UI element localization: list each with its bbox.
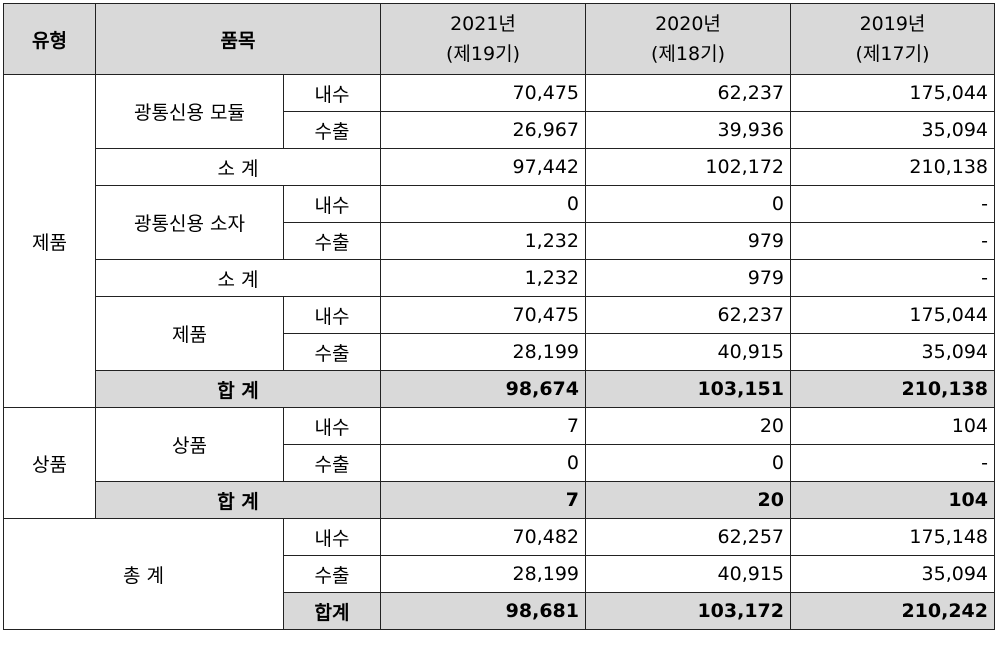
- value-cell: 28,199: [380, 555, 586, 593]
- year-label: 2019년: [859, 13, 926, 35]
- year-label: 2020년: [655, 13, 721, 35]
- value-cell: -: [790, 185, 995, 223]
- value-cell: 0: [380, 185, 586, 223]
- value-cell: -: [790, 222, 995, 260]
- value-cell: 40,915: [585, 555, 791, 593]
- table-row: 수출 26,967 39,936 35,094: [4, 111, 995, 149]
- table-row: 수출 1,232 979 -: [4, 222, 995, 260]
- value-cell: 102,172: [585, 148, 791, 186]
- item-optical-module: 광통신용 모듈: [95, 74, 284, 149]
- value-cell: 98,681: [380, 592, 586, 630]
- value-cell: 70,475: [380, 296, 586, 334]
- value-cell: 175,044: [790, 296, 995, 334]
- value-cell: 20: [585, 407, 791, 445]
- header-type: 유형: [3, 3, 96, 75]
- value-cell: 1,232: [380, 259, 586, 297]
- value-cell: 28,199: [380, 333, 586, 371]
- value-cell: 210,138: [790, 148, 995, 186]
- term-label: (제18기): [651, 43, 725, 65]
- value-cell: 979: [585, 222, 791, 260]
- value-cell: 20: [585, 481, 791, 519]
- header-year-2020: 2020년 (제18기): [585, 3, 791, 75]
- grand-total-sub-label: 합계: [283, 592, 381, 630]
- value-cell: 7: [380, 407, 586, 445]
- sub-export: 수출: [283, 444, 381, 482]
- value-cell: 0: [585, 444, 791, 482]
- sub-export: 수출: [283, 222, 381, 260]
- value-cell: 62,237: [585, 74, 791, 112]
- value-cell: 210,138: [790, 370, 995, 408]
- table-row-total: 합 계 98,674 103,151 210,138: [3, 370, 995, 408]
- value-cell: 104: [790, 481, 995, 519]
- value-cell: -: [790, 259, 995, 297]
- value-cell: -: [790, 444, 995, 482]
- type-product: 제품: [3, 74, 96, 408]
- value-cell: 70,475: [380, 74, 586, 112]
- item-product: 제품: [95, 296, 284, 371]
- header-item: 품목: [95, 3, 381, 75]
- table-row: 수출 28,199 40,915 35,094: [4, 555, 995, 593]
- table-row: 총 계 내수 70,482 62,257 175,148: [3, 518, 995, 630]
- table-row: 광통신용 소자 내수 0 0 -: [4, 185, 995, 260]
- value-cell: 104: [790, 407, 995, 445]
- value-cell: 175,148: [790, 518, 995, 556]
- table-row: 소 계 97,442 102,172 210,138: [4, 148, 995, 186]
- value-cell: 39,936: [585, 111, 791, 149]
- value-cell: 103,151: [585, 370, 791, 408]
- value-cell: 97,442: [380, 148, 586, 186]
- term-label: (제19기): [446, 43, 520, 65]
- value-cell: 98,674: [380, 370, 586, 408]
- grand-total-label: 총 계: [3, 518, 284, 630]
- value-cell: 1,232: [380, 222, 586, 260]
- table-row: 상품 상품 내수 7 20 104: [3, 407, 995, 519]
- sales-table: 유형 품목 2021년 (제19기) 2020년 (제18기) 2019년 (제…: [3, 3, 995, 630]
- table-row: 제품 광통신용 모듈 내수 70,475 62,237 175,044: [3, 74, 995, 408]
- value-cell: 0: [380, 444, 586, 482]
- sub-export: 수출: [283, 555, 381, 593]
- total-label: 합 계: [95, 370, 381, 408]
- value-cell: 62,237: [585, 296, 791, 334]
- year-label: 2021년: [450, 13, 516, 35]
- item-optical-device: 광통신용 소자: [95, 185, 284, 260]
- header-year-2019: 2019년 (제17기): [790, 3, 995, 75]
- value-cell: 0: [585, 185, 791, 223]
- subtotal-label: 소 계: [95, 259, 381, 297]
- value-cell: 103,172: [585, 592, 791, 630]
- sub-domestic: 내수: [283, 518, 381, 556]
- sub-domestic: 내수: [283, 407, 381, 445]
- value-cell: 210,242: [790, 592, 995, 630]
- sub-export: 수출: [283, 111, 381, 149]
- table-row: 제품 내수 70,475 62,237 175,044: [4, 296, 995, 371]
- table-row: 소 계 1,232 979 -: [4, 259, 995, 297]
- total-label: 합 계: [95, 481, 381, 519]
- header-year-2021: 2021년 (제19기): [380, 3, 586, 75]
- sub-domestic: 내수: [283, 74, 381, 112]
- sub-domestic: 내수: [283, 296, 381, 334]
- value-cell: 979: [585, 259, 791, 297]
- table-row-total: 합 계 7 20 104: [3, 481, 995, 519]
- value-cell: 7: [380, 481, 586, 519]
- value-cell: 62,257: [585, 518, 791, 556]
- table-row: 수출 28,199 40,915 35,094: [4, 333, 995, 371]
- value-cell: 35,094: [790, 555, 995, 593]
- term-label: (제17기): [855, 43, 930, 65]
- table-row-grand-total: 합계 98,681 103,172 210,242: [4, 592, 995, 630]
- value-cell: 26,967: [380, 111, 586, 149]
- value-cell: 70,482: [380, 518, 586, 556]
- value-cell: 35,094: [790, 111, 995, 149]
- header-row: 유형 품목 2021년 (제19기) 2020년 (제18기) 2019년 (제…: [3, 3, 995, 75]
- value-cell: 175,044: [790, 74, 995, 112]
- type-goods: 상품: [3, 407, 96, 519]
- sub-export: 수출: [283, 333, 381, 371]
- sub-domestic: 내수: [283, 185, 381, 223]
- subtotal-label: 소 계: [95, 148, 381, 186]
- item-goods: 상품: [95, 407, 284, 482]
- value-cell: 35,094: [790, 333, 995, 371]
- value-cell: 40,915: [585, 333, 791, 371]
